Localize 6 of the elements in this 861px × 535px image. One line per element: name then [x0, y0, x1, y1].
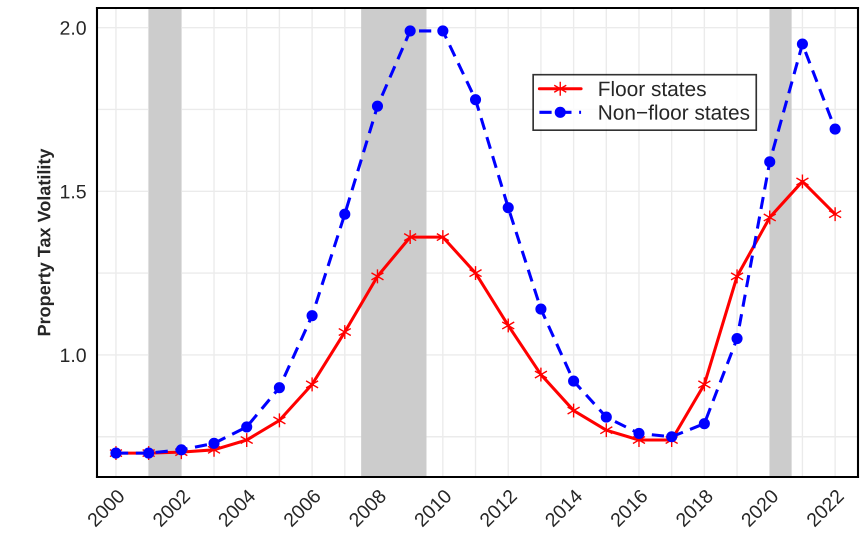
legend-label: Floor states [599, 80, 706, 96]
legend-label: Non−floor states [599, 104, 750, 120]
y-tick-label: 1.0 [61, 348, 86, 362]
y-tick-label: 1.5 [61, 184, 86, 199]
y-axis-title: Property Tax Volatility [37, 148, 54, 336]
y-tick-label: 2.0 [60, 21, 86, 35]
